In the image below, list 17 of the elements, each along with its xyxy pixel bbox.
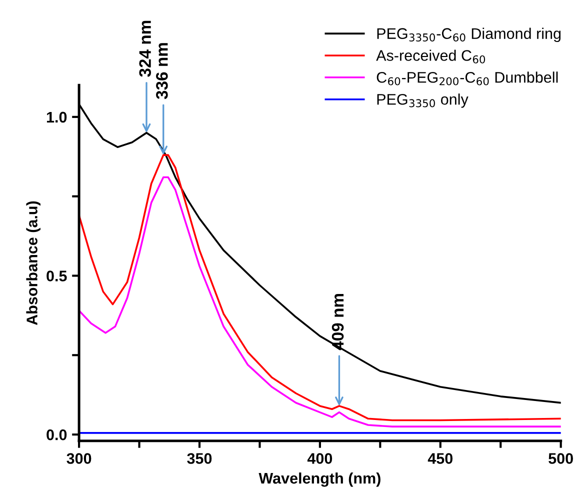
y-tick-label: 1.0 xyxy=(46,112,67,123)
x-tick-label: 500 xyxy=(548,453,573,464)
annotation: 409 nm xyxy=(332,294,344,350)
annotation: 336 nm xyxy=(156,43,168,100)
x-tick-label: 400 xyxy=(307,453,332,464)
legend-label: C$_{60}$-PEG$_{200}$-C$_{60}$ Dumbbell xyxy=(376,72,558,86)
y-tick-label: 0.0 xyxy=(46,429,67,440)
x-tick-label: 350 xyxy=(187,453,212,464)
x-tick-label: 450 xyxy=(428,453,453,464)
y-tick-label: 0.5 xyxy=(46,270,67,282)
x-tick-label: 300 xyxy=(66,453,92,464)
legend-label: PEG$_{3350}$-C$_{60}$ Diamond ring xyxy=(377,28,561,42)
annotation: 324 nm xyxy=(139,20,151,77)
legend-label: PEG$_{3350}$ only xyxy=(377,94,468,108)
x-axis-title: Wavelength (nm) xyxy=(258,472,380,487)
legend-label: As-received C$_{60}$ xyxy=(376,50,486,64)
y-axis-title: Absorbance (a.u) xyxy=(26,201,40,326)
